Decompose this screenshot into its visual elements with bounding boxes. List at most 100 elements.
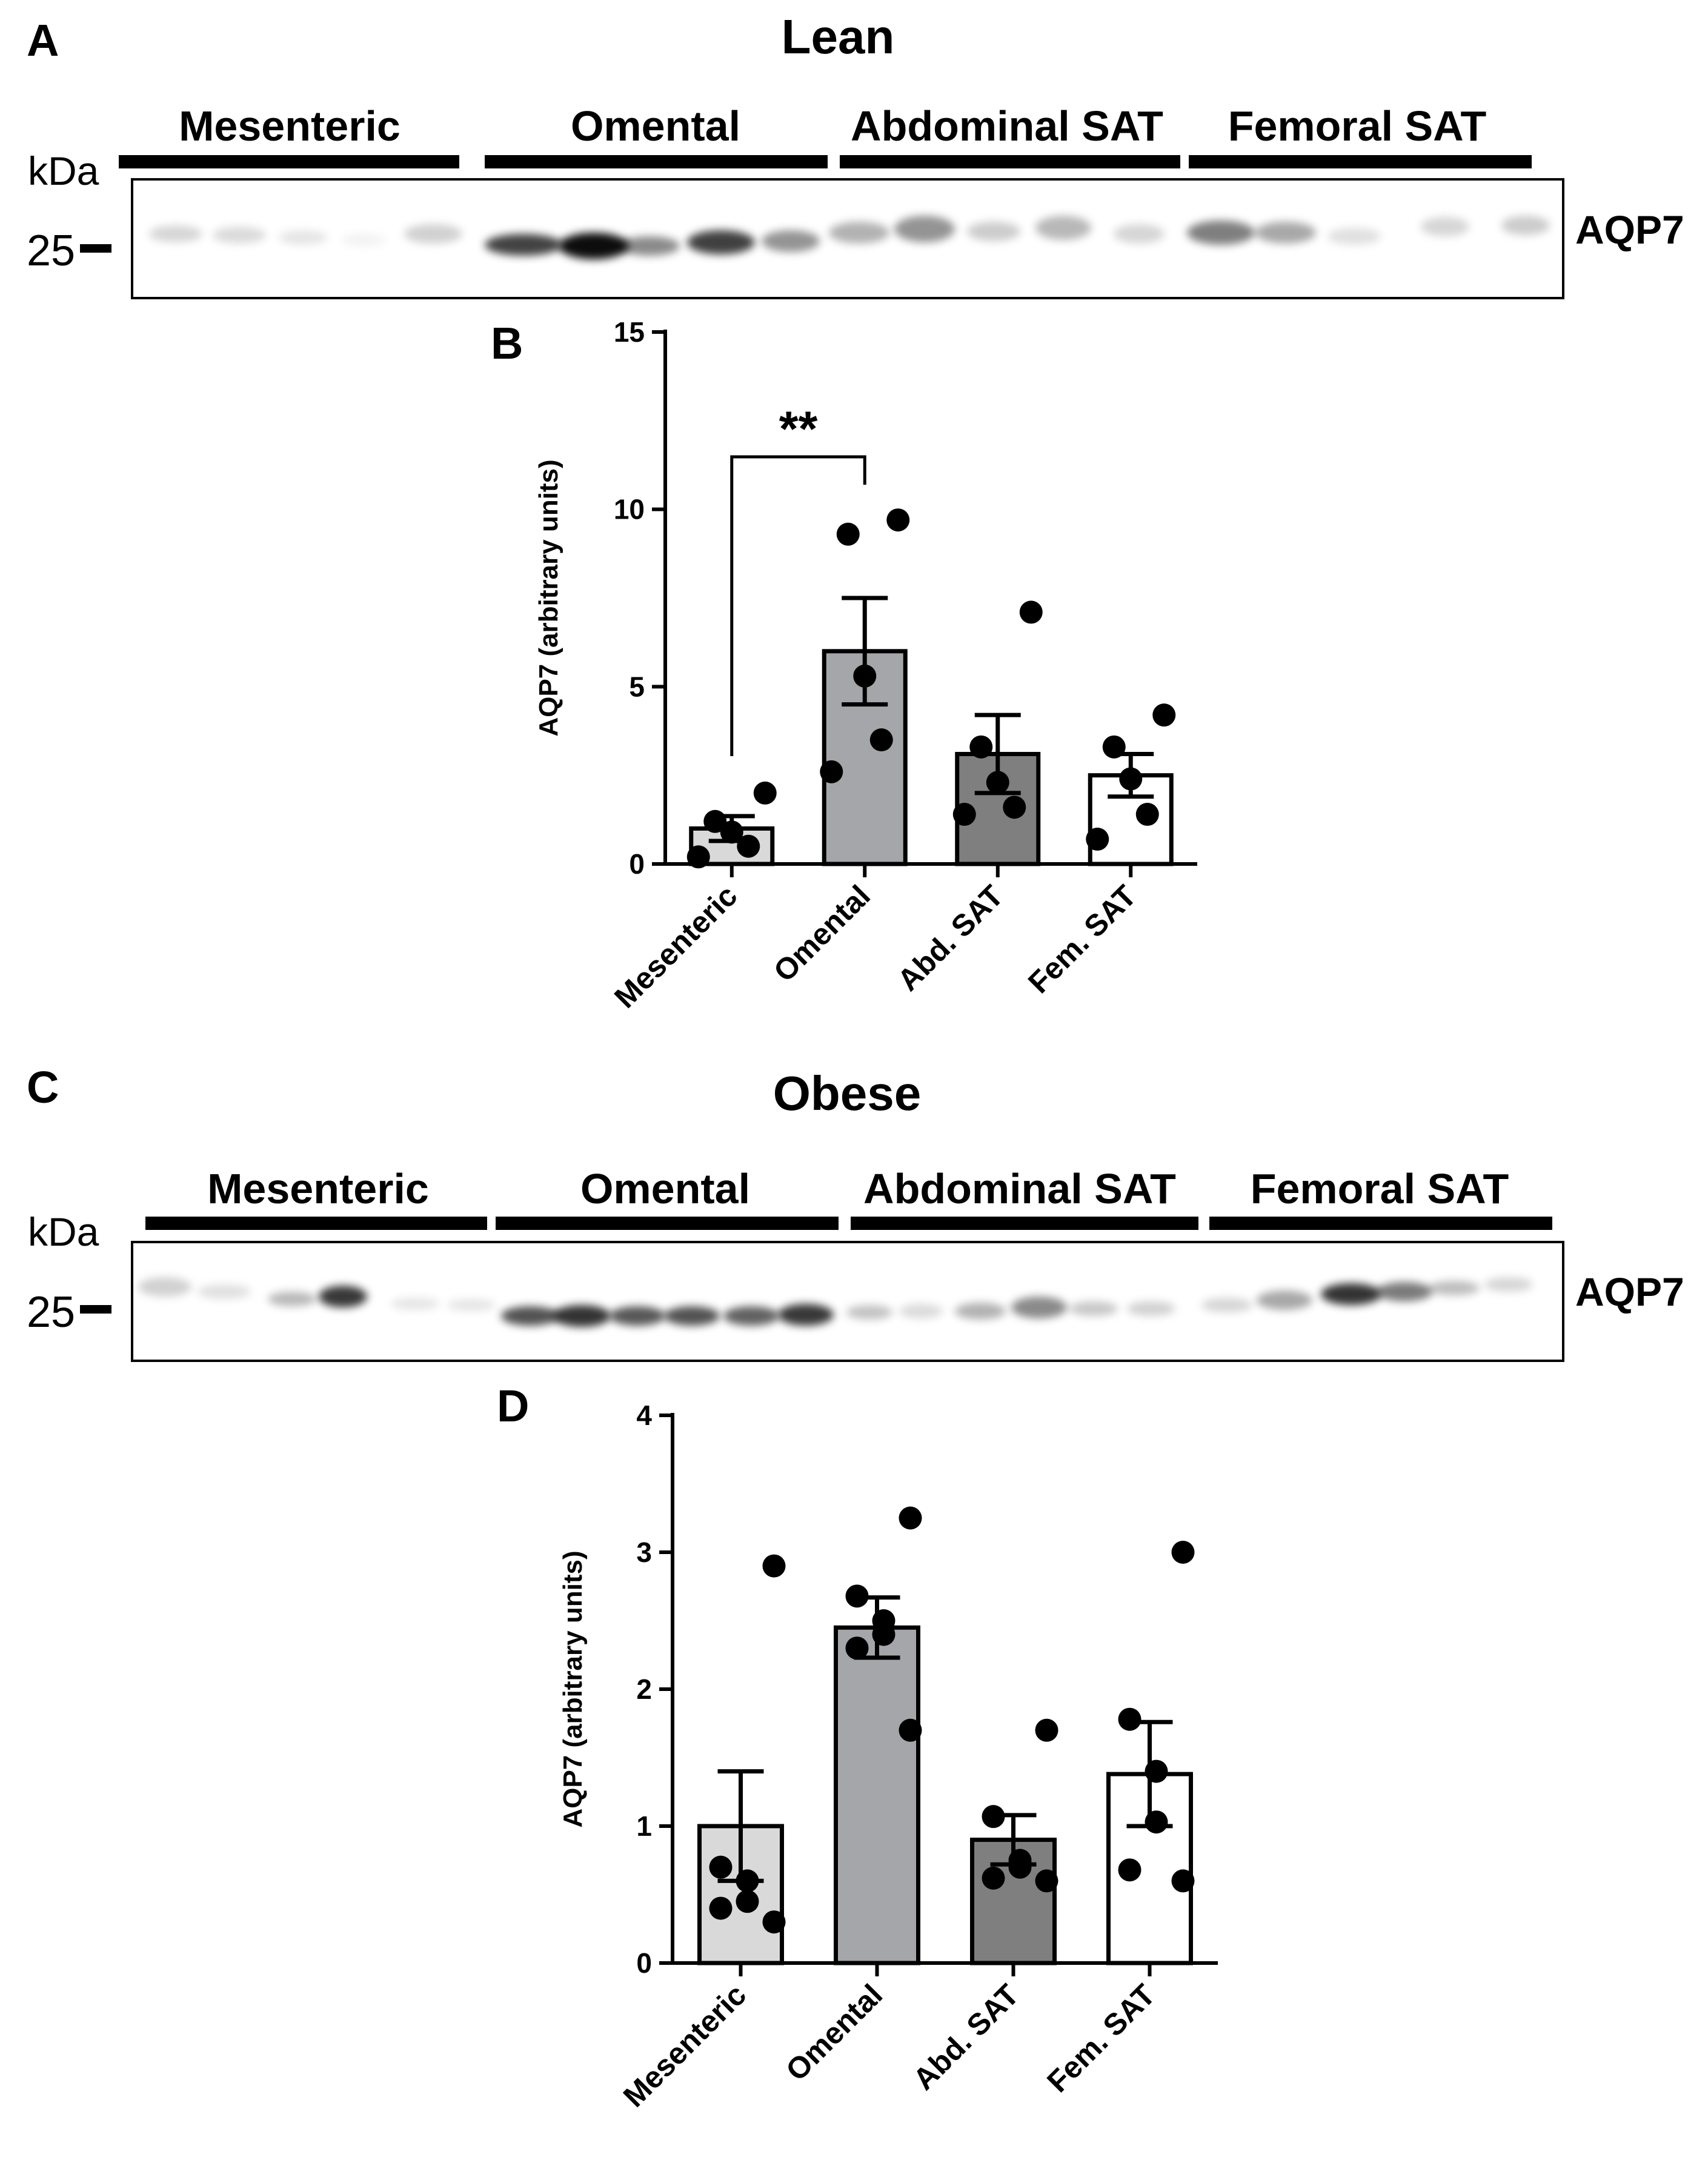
data-point-abd-sat (1035, 1718, 1058, 1742)
blot-band (1421, 217, 1469, 236)
data-point-mesenteric (753, 781, 777, 805)
data-point-fem-sat (1118, 1858, 1141, 1882)
group-label-mesenteric: Mesenteric (207, 1165, 429, 1212)
blot-band (967, 222, 1020, 241)
blot-band (1127, 1301, 1175, 1316)
significance-bracket: ** (730, 402, 866, 756)
y-tick-label: 5 (629, 671, 645, 702)
group-bar-mesenteric (145, 1217, 487, 1230)
data-point-mesenteric (709, 1896, 733, 1920)
data-point-mesenteric (686, 845, 710, 869)
y-tick-label: 2 (636, 1673, 652, 1705)
data-point-abd-sat (969, 735, 993, 759)
data-point-omental (899, 1718, 922, 1742)
group-label-omental: Omental (571, 102, 740, 150)
x-tick-label-fem-sat: Fem. SAT (1040, 1978, 1161, 2099)
data-point-abd-sat (1035, 1869, 1058, 1893)
error-bar-mesenteric (717, 1769, 764, 1883)
group-label-femoral-sat: Femoral SAT (1251, 1165, 1509, 1212)
blot-band (342, 234, 385, 246)
blot-band (1501, 216, 1550, 235)
blot-band (279, 230, 327, 245)
data-point-abd-sat (952, 803, 976, 826)
blot-band (447, 1299, 496, 1311)
significance-label: ** (779, 402, 818, 457)
x-tick-label-omental: Omental (779, 1978, 889, 2087)
blot-band (894, 216, 955, 242)
blot-band (1321, 1283, 1381, 1305)
data-point-fem-sat (1118, 1707, 1141, 1731)
blot-band (1069, 1301, 1118, 1316)
group-bar-omental (496, 1217, 839, 1230)
group-label-abdominal-sat: Abdominal SAT (863, 1165, 1176, 1212)
blot-band (1201, 1298, 1252, 1312)
blot-band (778, 1304, 834, 1326)
group-label-omental: Omental (580, 1165, 750, 1212)
x-tick-label-abd-sat: Abd. SAT (891, 879, 1009, 997)
group-bar-femoral-sat (1209, 1217, 1552, 1230)
data-point-mesenteric (736, 1890, 759, 1913)
panel-letter-d: D (497, 1381, 529, 1431)
group-bar-mesenteric (119, 155, 459, 168)
blot-band (955, 1303, 1006, 1320)
data-point-fem-sat (1171, 1869, 1195, 1893)
blot-band (1011, 1297, 1067, 1318)
blot-band (213, 227, 266, 244)
blot-band (723, 1306, 779, 1326)
marker-25-label: 25 (27, 227, 75, 275)
blot-band (899, 1304, 943, 1318)
blot-bands-lean (149, 216, 1550, 259)
blot-band (762, 230, 820, 252)
blot-band (501, 1306, 559, 1326)
blot-band (687, 230, 755, 254)
panel-c: C Obese Mesenteric Omental Abdominal SAT… (27, 1062, 1684, 1362)
significance-bracket-line (730, 455, 866, 756)
data-point-omental (836, 522, 860, 546)
blot-title-lean: Lean (782, 10, 895, 64)
x-tick-label-mesenteric: Mesenteric (617, 1978, 753, 2113)
group-label-femoral-sat: Femoral SAT (1228, 102, 1487, 150)
protein-label-aqp7: AQP7 (1575, 207, 1684, 252)
blot-band (846, 1305, 892, 1320)
group-bar-abdominal-sat (840, 155, 1180, 168)
y-tick-label: 15 (614, 316, 645, 348)
y-axis-label: AQP7 (arbitrary units) (534, 459, 563, 736)
blot-band (404, 224, 462, 244)
blot-band (610, 1306, 665, 1326)
data-point-abd-sat (1019, 600, 1043, 624)
x-tick-label-omental: Omental (767, 879, 877, 988)
blot-band (391, 1298, 439, 1310)
x-tick-label-abd-sat: Abd. SAT (906, 1978, 1025, 2096)
data-point-omental (869, 728, 893, 752)
blot-band (553, 1305, 611, 1327)
error-bar-omental (854, 1595, 900, 1660)
kda-label: kDa (28, 1209, 99, 1254)
blot-bands-obese (138, 1277, 1533, 1327)
blot-title-obese: Obese (773, 1066, 922, 1120)
data-point-mesenteric (762, 1910, 786, 1934)
panel-a: A Lean Mesenteric Omental Abdominal SAT … (27, 10, 1684, 299)
blot-band (1257, 1291, 1312, 1310)
blot-band (268, 1292, 316, 1306)
data-point-mesenteric (737, 834, 760, 858)
blot-band (829, 222, 889, 244)
protein-label-aqp7: AQP7 (1575, 1269, 1684, 1314)
blot-band (1377, 1282, 1432, 1301)
chart-lean: B AQP7 (arbitrary units) 0 5 10 15 Mesenteric O… (491, 316, 1197, 1014)
data-point-fem-sat (1152, 703, 1176, 727)
panel-letter-b: B (491, 318, 523, 368)
error-bar-omental (842, 596, 888, 707)
panel-letter-a: A (27, 15, 59, 65)
blot-band (619, 236, 680, 256)
chart-obese: D AQP7 (arbitrary units) 0 1 2 3 4 Mesenteric Om… (497, 1381, 1218, 2113)
marker-25-tick (80, 244, 111, 253)
error-bar-mesenteric (708, 814, 755, 843)
data-point-fem-sat (1086, 828, 1109, 851)
error-bar-fem-sat (1126, 1719, 1173, 1829)
data-point-abd-sat (1003, 796, 1026, 819)
blot-band (198, 1284, 251, 1299)
blot-band (1187, 221, 1255, 245)
blot-band (1484, 1277, 1533, 1292)
bar-omental (834, 1625, 920, 1965)
blot-band (319, 1286, 367, 1307)
